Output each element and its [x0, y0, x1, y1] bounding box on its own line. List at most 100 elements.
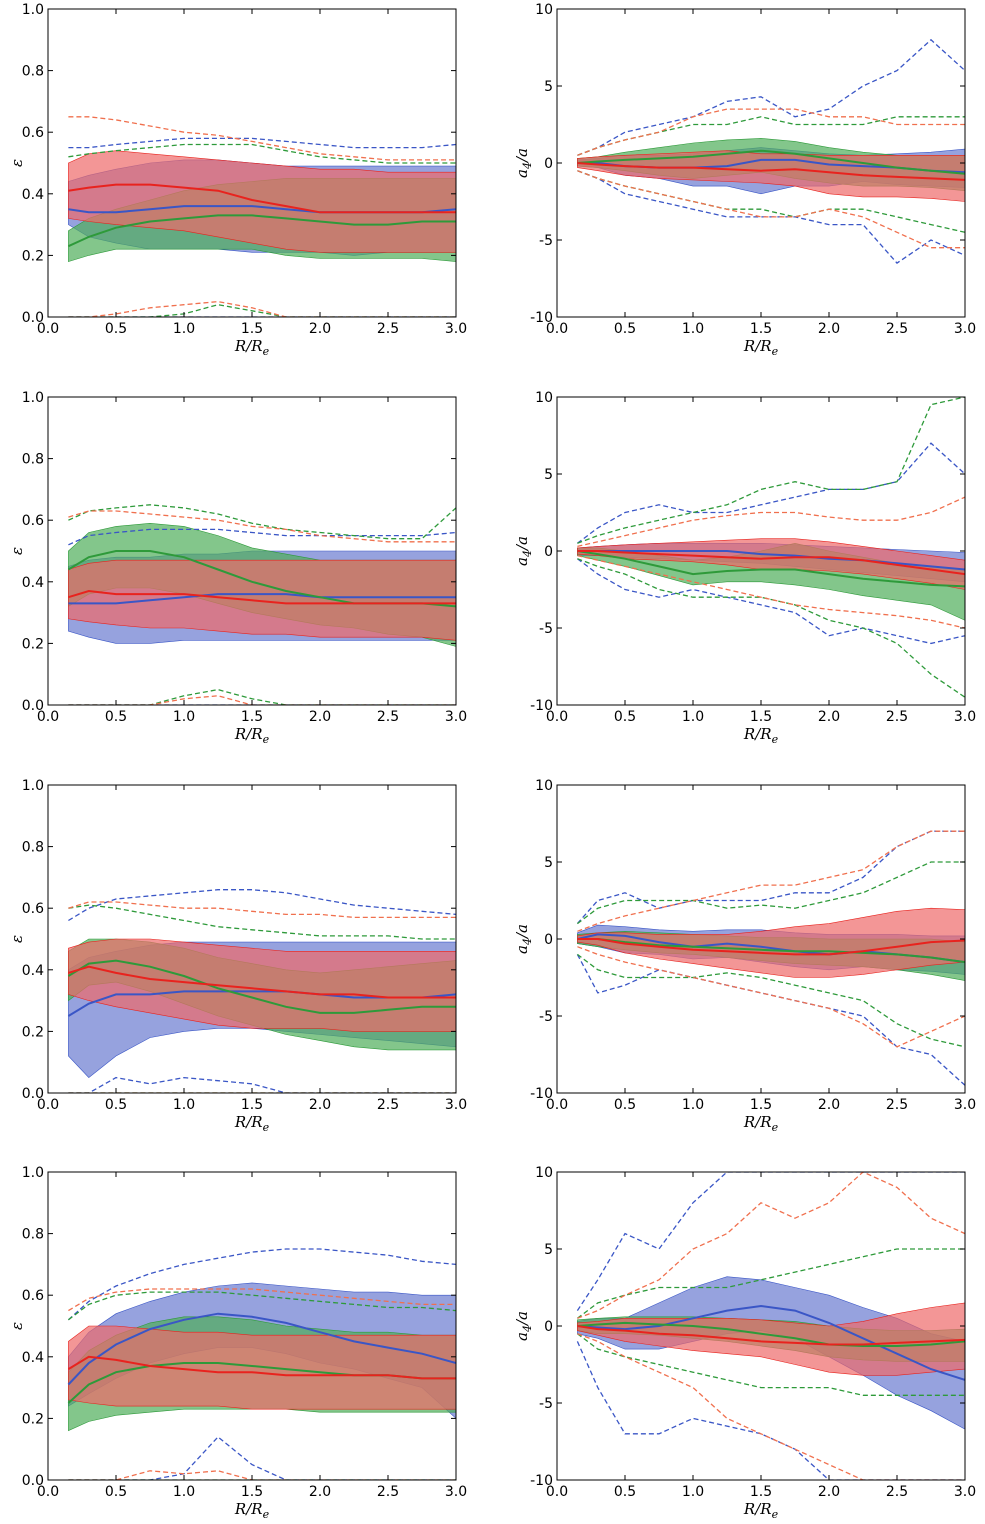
dash-upper-green — [577, 1248, 965, 1319]
dash-lower-blue — [68, 1436, 456, 1480]
x-tick-label: 3.0 — [445, 1097, 467, 1113]
dash-upper-blue — [577, 442, 965, 544]
median-green — [577, 149, 965, 175]
dash-lower-blue — [577, 558, 965, 645]
x-tick-label: 1.0 — [173, 321, 195, 337]
dash-upper-red — [577, 830, 965, 932]
y-axis-label-den: /a — [513, 1311, 531, 1327]
y-tick-label: 0.8 — [22, 452, 44, 468]
y-tick-label: 5 — [544, 467, 553, 483]
x-axis-label-sub: e — [772, 1508, 779, 1521]
x-axis-label: R/Re — [743, 1500, 779, 1521]
x-tick-label: 3.0 — [445, 1484, 467, 1500]
dash-lower-red — [68, 1470, 456, 1480]
y-tick-label: -10 — [530, 1473, 553, 1489]
x-axis-label-main: R/R — [234, 1500, 263, 1518]
y-axis-label-sub: 4 — [521, 162, 534, 170]
x-tick-label: 3.0 — [445, 321, 467, 337]
x-tick-label: 0.5 — [614, 321, 636, 337]
y-tick-label: -5 — [539, 621, 553, 637]
dash-upper-blue — [68, 528, 456, 546]
y-axis-label-main: a — [513, 1332, 531, 1341]
x-axis-label-sub: e — [772, 1121, 779, 1134]
band-red — [577, 150, 965, 202]
plot-area — [577, 397, 965, 698]
panel-row2-left: 0.0 0.5 1.0 1.5 2.0 2.5 3.0 0.0 0.2 0.4 0.6 0.8 1.0 R… — [8, 390, 467, 746]
x-tick-label: 0.0 — [37, 1484, 59, 1500]
x-tick-label: 0.5 — [105, 1097, 127, 1113]
y-tick-label: 0 — [544, 1319, 553, 1335]
x-axis-label-sub: e — [263, 1508, 270, 1521]
y-tick-label: 1.0 — [22, 778, 44, 794]
y-tick-label: -5 — [539, 1396, 553, 1412]
dash-lower-blue — [577, 170, 965, 264]
x-tick-label: 2.5 — [886, 321, 908, 337]
dash-lower-red — [68, 300, 456, 317]
y-axis-label-main: a — [513, 169, 531, 178]
y-tick-label: 0.0 — [22, 310, 44, 326]
y-tick-label: 0.8 — [22, 64, 44, 80]
x-tick-label: 0.5 — [614, 1097, 636, 1113]
band-red — [68, 938, 456, 1032]
dash-upper-green — [68, 904, 456, 940]
plot-area — [576, 830, 965, 1086]
panel-row3-right: 0.0 0.5 1.0 1.5 2.0 2.5 3.0 -10 -5 0 5 10 R/Re a4/a — [513, 778, 976, 1134]
x-tick-label: 1.0 — [682, 1097, 704, 1113]
x-tick-label: 1.5 — [241, 709, 263, 725]
dash-lower-red — [577, 1333, 965, 1480]
x-axis-label-main: R/R — [234, 1113, 263, 1131]
dash-upper-green — [68, 504, 456, 540]
dash-lower-green — [68, 304, 456, 317]
y-tick-label: 0.2 — [22, 636, 44, 652]
x-tick-label: 1.5 — [750, 321, 772, 337]
x-tick-label: 1.0 — [682, 709, 704, 725]
x-axis-label-sub: e — [263, 1121, 270, 1134]
median-red — [67, 1355, 456, 1380]
y-tick-label: 1.0 — [22, 390, 44, 406]
x-tick-label: 0.5 — [105, 709, 127, 725]
x-tick-label: 0.0 — [546, 321, 568, 337]
median-blue — [577, 550, 965, 571]
median-green — [67, 959, 456, 1014]
dash-upper-red — [68, 1288, 456, 1312]
y-axis-label-main: a — [513, 945, 531, 954]
y-tick-label: 0.4 — [22, 963, 44, 979]
x-tick-label: 2.0 — [309, 321, 331, 337]
x-tick-label: 2.5 — [886, 1484, 908, 1500]
x-tick-label: 2.0 — [818, 321, 840, 337]
x-axis-label-main: R/R — [234, 725, 263, 743]
y-axis-label: ε — [8, 547, 26, 555]
dash-upper-green — [577, 861, 965, 925]
dash-upper-blue — [67, 1248, 456, 1321]
x-tick-label: 1.0 — [173, 1484, 195, 1500]
median-blue — [68, 593, 456, 605]
plot-area — [67, 116, 456, 317]
dash-upper-blue — [68, 137, 456, 149]
x-tick-label: 0.0 — [37, 321, 59, 337]
y-tick-label: 0.4 — [22, 1350, 44, 1366]
x-axis-label: R/Re — [743, 1113, 779, 1134]
y-axis-label-den: /a — [513, 536, 531, 552]
y-tick-label: 10 — [535, 1165, 553, 1181]
y-tick-label: 0.8 — [22, 840, 44, 856]
median-red — [577, 550, 965, 576]
dash-upper-blue — [576, 1172, 965, 1311]
y-tick-label: 10 — [535, 778, 553, 794]
plot-area — [67, 1248, 456, 1480]
x-axis-label: R/Re — [743, 725, 779, 746]
dash-lower-green — [577, 558, 965, 698]
x-tick-label: 3.0 — [445, 709, 467, 725]
x-tick-label: 2.0 — [818, 1097, 840, 1113]
y-tick-label: -10 — [530, 698, 553, 714]
y-axis-label: a4/a — [513, 536, 534, 566]
x-tick-label: 2.5 — [377, 1097, 399, 1113]
y-axis-label: a4/a — [513, 924, 534, 954]
panel-row2-right: 0.0 0.5 1.0 1.5 2.0 2.5 3.0 -10 -5 0 5 10 R/Re a4/a — [513, 390, 976, 746]
y-axis-label-sub: 4 — [521, 938, 534, 946]
y-axis-label-den: /a — [513, 924, 531, 940]
x-axis-label-sub: e — [772, 733, 779, 746]
y-tick-label: 1.0 — [22, 2, 44, 18]
dash-upper-green — [577, 397, 965, 544]
x-tick-label: 2.5 — [886, 709, 908, 725]
